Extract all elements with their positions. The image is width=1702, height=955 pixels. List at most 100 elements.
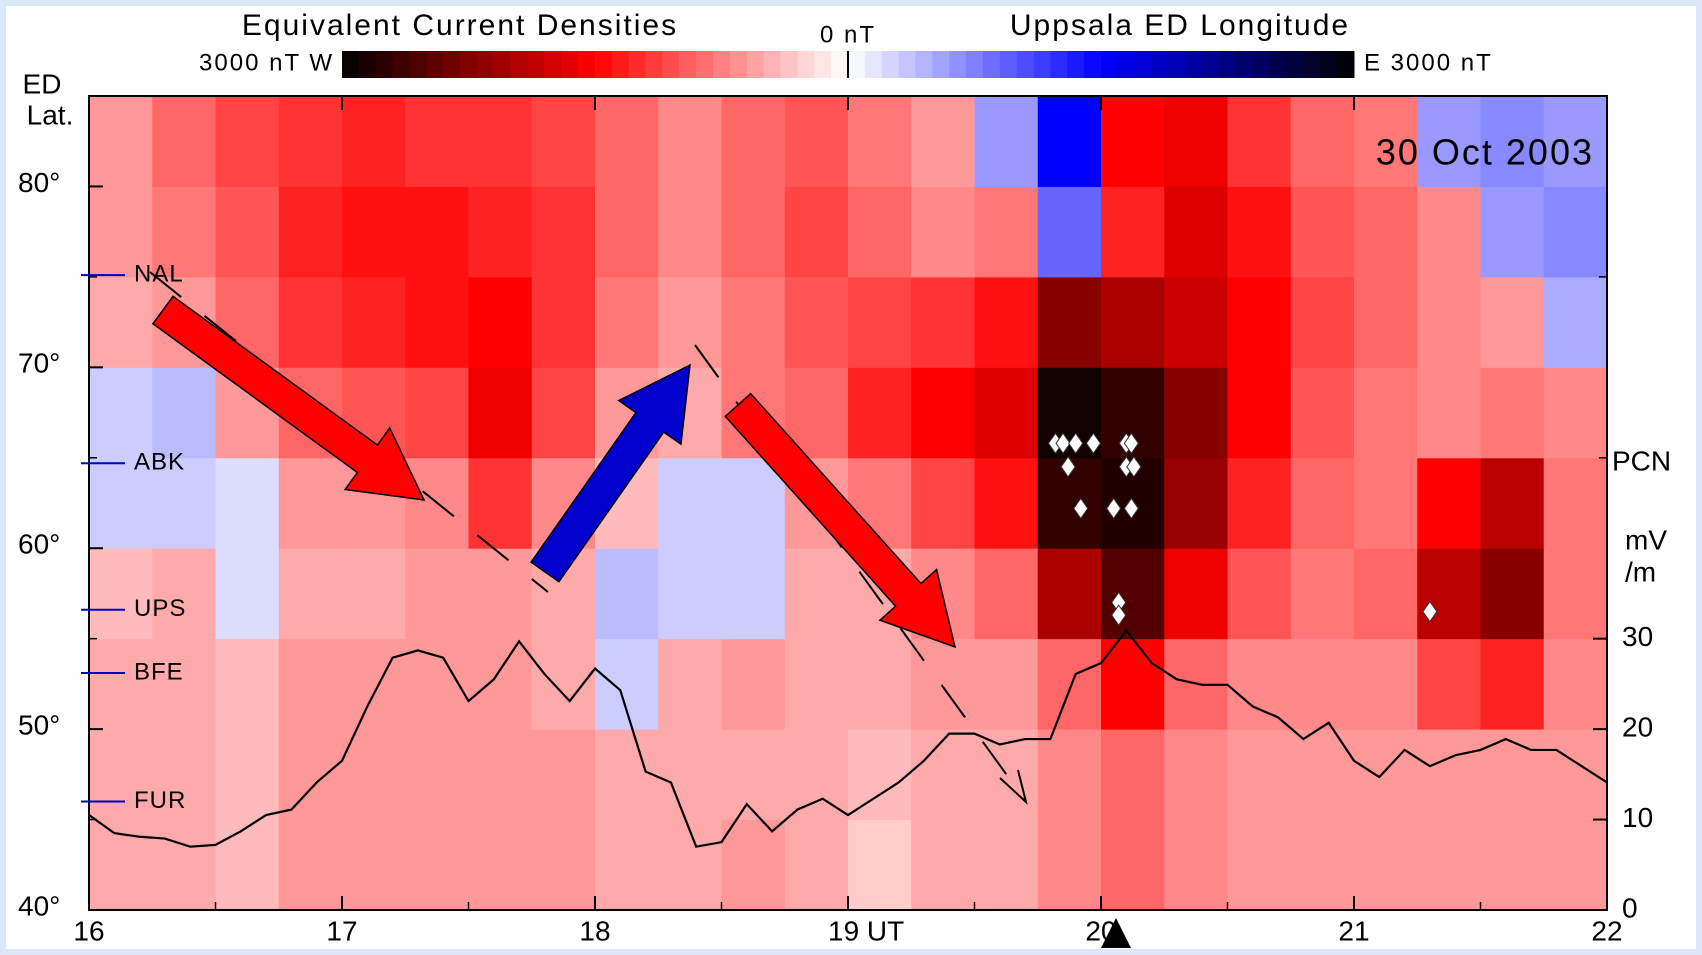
colorbar-swatch: [1286, 51, 1304, 78]
heatmap-cell: [848, 729, 912, 821]
colorbar-swatch: [1235, 51, 1254, 78]
heatmap-cell: [1290, 96, 1355, 187]
time-marker: [1101, 918, 1131, 948]
heatmap-cell: [1037, 819, 1102, 911]
heatmap-cell: [784, 96, 849, 187]
colorbar-swatch: [982, 51, 1001, 78]
colorbar-swatch: [1117, 51, 1136, 78]
heatmap-cell: [89, 729, 153, 821]
x-tick-label: 16: [73, 915, 104, 946]
colorbar-swatch: [1269, 51, 1288, 78]
heatmap-cell: [1354, 186, 1418, 278]
colorbar-swatch: [358, 51, 377, 78]
heatmap-cell: [1354, 276, 1418, 368]
heatmap-cell: [405, 548, 469, 640]
x-tick-label: 17: [326, 915, 357, 946]
event-marker: [1085, 432, 1102, 455]
heatmap-cell: [215, 186, 280, 278]
event-marker: [1060, 455, 1076, 478]
colorbar-swatch: [1033, 51, 1051, 78]
heatmap-cell: [911, 96, 975, 187]
heatmap-cell: [658, 186, 722, 278]
heatmap-cell: [1227, 638, 1292, 730]
event-marker: [1073, 497, 1089, 520]
heatmap-cell: [215, 96, 280, 187]
heatmap-cell: [848, 819, 912, 911]
heatmap-cell: [405, 276, 469, 368]
heatmap-cell: [658, 729, 722, 821]
heatmap-cell: [152, 457, 216, 549]
heatmap-cell: [468, 729, 533, 821]
y2-axis-label: PCN: [1612, 445, 1671, 476]
colorbar-swatch: [426, 51, 444, 78]
heatmap-cell: [342, 186, 406, 278]
colorbar-swatch: [696, 51, 714, 78]
colorbar-swatch: [966, 51, 984, 78]
colorbar-swatch: [1185, 51, 1203, 78]
heatmap-cell: [278, 457, 343, 549]
x-tick-label: 21: [1338, 915, 1369, 946]
heatmap-cell: [1164, 729, 1228, 821]
heatmap-cell: [721, 457, 786, 549]
heatmap-cell: [1227, 367, 1292, 459]
heatmap-cell: [1480, 276, 1545, 368]
heatmap-cell: [1480, 548, 1545, 640]
pcn-line: [88, 628, 1608, 848]
heatmap-cell: [531, 638, 596, 730]
heatmap-cell: [1480, 367, 1545, 459]
y2-tick-label: 20: [1622, 712, 1653, 743]
heatmap-cell: [848, 96, 912, 187]
heatmap-cell: [89, 96, 153, 187]
heatmap-cell: [1037, 548, 1102, 640]
colorbar-swatch: [949, 51, 967, 78]
station-label: NAL: [134, 260, 184, 287]
colorbar-swatch: [493, 51, 512, 78]
heatmap-cell: [974, 186, 1039, 278]
heatmap-cell: [278, 819, 343, 911]
x-tick-label: 22: [1591, 915, 1622, 946]
heatmap-cell: [974, 819, 1039, 911]
station-label: ABK: [134, 449, 185, 476]
heatmap-cell: [531, 96, 596, 187]
colorbar-swatch: [409, 51, 427, 78]
heatmap-cell: [721, 819, 786, 911]
event-marker: [1123, 432, 1139, 455]
heatmap-cell: [89, 367, 153, 459]
heatmap-cell: [911, 638, 975, 730]
heatmap-cell: [342, 96, 406, 187]
colorbar-swatch: [578, 51, 596, 78]
colorbar-swatch: [1067, 51, 1085, 78]
heatmap-cell: [152, 729, 216, 821]
heatmap-cell: [911, 186, 975, 278]
heatmap-cell: [215, 548, 280, 640]
heatmap-cell: [911, 457, 975, 549]
heatmap-cell: [1543, 367, 1608, 459]
heatmap-cell: [1354, 638, 1418, 730]
heatmap-cell: [1543, 276, 1608, 368]
heatmap-cell: [1290, 457, 1355, 549]
heatmap-cell: [215, 729, 280, 821]
y-tick-label: 50°: [18, 710, 60, 741]
colorbar-swatch: [814, 51, 832, 78]
heatmap-cell: [911, 367, 975, 459]
heatmap-cell: [1417, 367, 1481, 459]
heatmap-cell: [595, 548, 659, 640]
colorbar-swatch: [375, 51, 394, 78]
heatmap-cell: [1227, 548, 1292, 640]
dashed-path: [149, 271, 549, 593]
heatmap-cell: [784, 638, 849, 730]
heatmap-cell: [342, 729, 406, 821]
heatmap-cell: [1037, 96, 1102, 187]
heatmap-cell: [1101, 276, 1165, 368]
heatmap-cell: [1290, 638, 1355, 730]
heatmap-cell: [342, 819, 406, 911]
heatmap-cell: [1101, 729, 1165, 821]
heatmap-cell: [1417, 729, 1481, 821]
heatmap-cell: [1480, 638, 1545, 730]
heatmap-cell: [658, 96, 722, 187]
event-marker: [1106, 497, 1122, 520]
colorbar-swatch: [763, 51, 782, 78]
heatmap-cell: [1101, 638, 1165, 730]
colorbar-label: E 3000 nT: [1364, 49, 1493, 76]
